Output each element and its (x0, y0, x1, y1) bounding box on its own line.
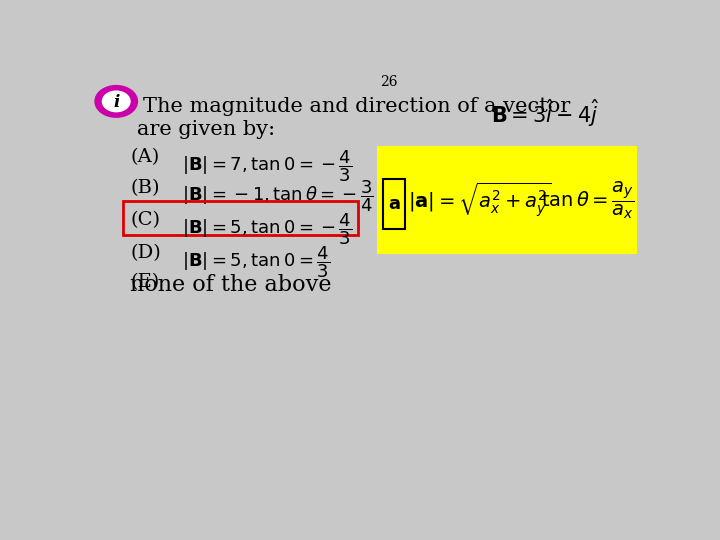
Text: $|\mathbf{a}| = \sqrt{a_x^2 + a_y^2}$: $|\mathbf{a}| = \sqrt{a_x^2 + a_y^2}$ (408, 181, 552, 219)
Text: $|\mathbf{B}| = -1, \tan \theta = -\dfrac{3}{4}$: $|\mathbf{B}| = -1, \tan \theta = -\dfra… (182, 179, 374, 214)
Text: $\mathbf{B} = 3\hat{i} - 4\hat{j}$: $\mathbf{B} = 3\hat{i} - 4\hat{j}$ (490, 97, 599, 129)
Text: i: i (113, 94, 120, 111)
Circle shape (102, 91, 130, 112)
Text: The magnitude and direction of a vector: The magnitude and direction of a vector (143, 97, 570, 116)
Text: (C): (C) (130, 211, 160, 229)
FancyBboxPatch shape (383, 179, 405, 229)
Text: (D): (D) (130, 245, 161, 262)
FancyBboxPatch shape (377, 146, 637, 254)
Text: (B): (B) (130, 179, 160, 197)
Circle shape (95, 85, 138, 117)
Text: 26: 26 (379, 75, 397, 89)
Text: none of the above: none of the above (130, 274, 332, 295)
Text: $\tan \theta = \dfrac{a_y}{a_x}$: $\tan \theta = \dfrac{a_y}{a_x}$ (541, 179, 634, 221)
Text: $|\mathbf{B}| = 5, \tan 0 = -\dfrac{4}{3}$: $|\mathbf{B}| = 5, \tan 0 = -\dfrac{4}{3… (182, 211, 352, 247)
Text: $|\mathbf{B}| = 5, \tan 0 = \dfrac{4}{3}$: $|\mathbf{B}| = 5, \tan 0 = \dfrac{4}{3}… (182, 245, 330, 280)
Text: $|\mathbf{B}| = 7, \tan 0 = -\dfrac{4}{3}$: $|\mathbf{B}| = 7, \tan 0 = -\dfrac{4}{3… (182, 148, 352, 184)
Text: are given by:: are given by: (138, 120, 276, 139)
Text: (E): (E) (130, 274, 159, 292)
Text: (A): (A) (130, 148, 159, 166)
Text: $\mathbf{a}$: $\mathbf{a}$ (388, 195, 400, 213)
